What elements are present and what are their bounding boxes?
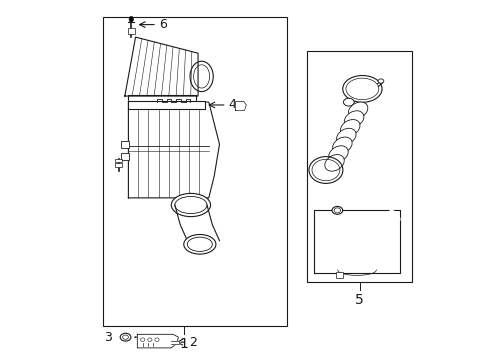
Ellipse shape bbox=[129, 17, 133, 22]
Bar bbox=[103, 18, 287, 327]
Bar bbox=[127, 28, 135, 33]
Polygon shape bbox=[137, 334, 178, 348]
Text: 6: 6 bbox=[159, 18, 166, 31]
Text: 4: 4 bbox=[228, 99, 236, 112]
Polygon shape bbox=[128, 95, 196, 102]
Ellipse shape bbox=[190, 61, 213, 91]
Polygon shape bbox=[128, 102, 205, 109]
Ellipse shape bbox=[343, 98, 353, 106]
Bar bbox=[121, 153, 129, 160]
Bar bbox=[121, 141, 129, 148]
Ellipse shape bbox=[336, 128, 355, 145]
Text: 5: 5 bbox=[355, 293, 364, 306]
Ellipse shape bbox=[120, 333, 131, 341]
Polygon shape bbox=[171, 341, 179, 343]
Ellipse shape bbox=[344, 111, 363, 127]
Ellipse shape bbox=[332, 137, 351, 154]
Text: 1: 1 bbox=[179, 337, 188, 351]
Polygon shape bbox=[313, 210, 399, 273]
Ellipse shape bbox=[340, 120, 359, 136]
Ellipse shape bbox=[331, 206, 342, 214]
Ellipse shape bbox=[171, 193, 210, 217]
Bar bbox=[335, 272, 342, 278]
Ellipse shape bbox=[328, 146, 347, 162]
Bar bbox=[115, 159, 122, 162]
Ellipse shape bbox=[377, 79, 383, 83]
Ellipse shape bbox=[347, 102, 367, 119]
Ellipse shape bbox=[183, 234, 216, 254]
Polygon shape bbox=[124, 37, 198, 96]
Polygon shape bbox=[128, 102, 219, 198]
Bar bbox=[306, 51, 411, 282]
Polygon shape bbox=[389, 210, 399, 220]
Bar bbox=[115, 163, 122, 167]
Ellipse shape bbox=[324, 154, 344, 171]
Text: 3: 3 bbox=[104, 331, 112, 344]
Text: 2: 2 bbox=[189, 336, 197, 349]
Polygon shape bbox=[235, 102, 246, 111]
